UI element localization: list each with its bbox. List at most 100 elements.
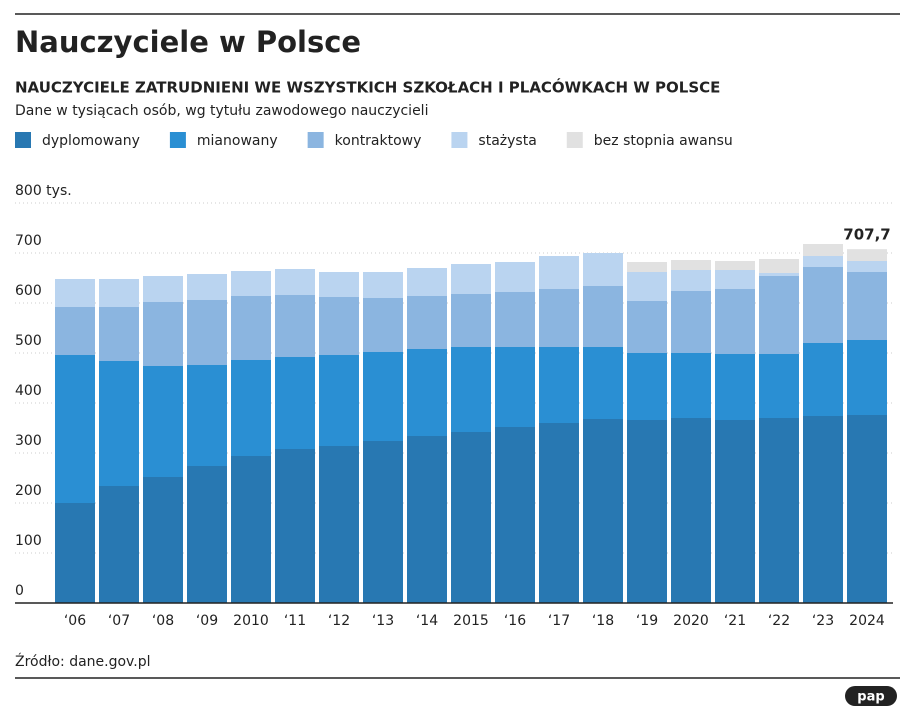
bar-segment: [803, 244, 843, 256]
bar-segment: [187, 300, 227, 365]
bar-segment: [803, 343, 843, 416]
bar-segment: [407, 349, 447, 436]
legend-swatch: [566, 132, 583, 148]
bar-segment: [671, 418, 711, 603]
bar-segment: [143, 276, 183, 302]
bar-segment: [847, 340, 887, 415]
x-tick-label: ‘22: [768, 613, 790, 629]
bar-segment: [143, 477, 183, 603]
x-tick-label: ‘18: [592, 613, 614, 629]
bar-segment: [363, 298, 403, 352]
x-tick-label: ‘16: [504, 613, 526, 629]
bar-segment: [759, 418, 799, 603]
logo: pap: [857, 690, 884, 705]
x-tick-label: ‘23: [812, 613, 834, 629]
y-tick-label: 400: [15, 383, 42, 399]
bar-segment: [231, 456, 271, 603]
bar-segment: [715, 354, 755, 420]
bar-segment: [627, 301, 667, 353]
bar-segment: [715, 420, 755, 603]
bar-segment: [671, 260, 711, 270]
bar-segment: [407, 296, 447, 349]
bar-segment: [55, 503, 95, 603]
bar-segment: [495, 427, 535, 603]
bar-segment: [671, 270, 711, 291]
y-tick-label: 0: [15, 583, 24, 599]
x-tick-label: 2010: [233, 613, 269, 629]
bar-segment: [451, 294, 491, 347]
legend-label: dyplomowany: [42, 133, 140, 149]
y-tick-label: 500: [15, 333, 42, 349]
bar-segment: [583, 419, 623, 603]
bar-segment: [231, 271, 271, 296]
x-tick-label: ‘13: [372, 613, 394, 629]
y-tick-label: 200: [15, 483, 42, 499]
bar-segment: [275, 269, 315, 295]
x-tick-label: ‘11: [284, 613, 306, 629]
bar-segment: [55, 355, 95, 503]
bar-segment: [847, 415, 887, 603]
chart-title: Nauczyciele w Polsce: [15, 25, 361, 59]
y-tick-label: 100: [15, 533, 42, 549]
bar-segment: [495, 347, 535, 427]
x-tick-label: ‘12: [328, 613, 350, 629]
bar-segment: [759, 354, 799, 418]
x-tick-label: ‘09: [196, 613, 218, 629]
bar-segment: [539, 289, 579, 347]
bar-segment: [847, 261, 887, 272]
bar-segment: [759, 259, 799, 273]
bar-segment: [143, 366, 183, 477]
bar-segment: [803, 416, 843, 603]
source: Źródło: dane.gov.pl: [15, 652, 150, 670]
bar-segment: [627, 272, 667, 301]
bar-segment: [671, 291, 711, 353]
bar-segment: [407, 268, 447, 296]
bar-segment: [55, 307, 95, 355]
x-tick-label: ‘06: [64, 613, 86, 629]
bar-segment: [275, 449, 315, 603]
legend-swatch: [169, 132, 186, 148]
bar-segment: [847, 272, 887, 340]
bar-segment: [363, 272, 403, 298]
bar-segment: [231, 296, 271, 360]
bar-segment: [539, 256, 579, 289]
y-tick-label: 300: [15, 433, 42, 449]
bar-segment: [495, 292, 535, 347]
bar-segment: [187, 365, 227, 466]
bar-segment: [715, 270, 755, 289]
bar-segment: [99, 307, 139, 361]
bar-segment: [715, 261, 755, 270]
bar-segment: [627, 262, 667, 272]
chart-description: Dane w tysiącach osób, wg tytułu zawodow…: [15, 103, 428, 119]
bar-segment: [143, 302, 183, 366]
x-tick-label: 2020: [673, 613, 709, 629]
bar-segment: [583, 286, 623, 347]
bar-segment: [627, 353, 667, 420]
x-tick-label: 2015: [453, 613, 489, 629]
bar-segment: [451, 264, 491, 294]
bar-segment: [539, 423, 579, 603]
legend-label: bez stopnia awansu: [594, 133, 733, 149]
bar-segment: [451, 432, 491, 603]
legend-label: stażysta: [478, 133, 536, 149]
bar-segment: [275, 357, 315, 449]
legend-swatch: [451, 132, 468, 148]
x-tick-label: ‘07: [108, 613, 130, 629]
bar-segment: [187, 466, 227, 603]
bar-segment: [319, 272, 359, 297]
total-label: 707,7: [843, 226, 890, 244]
x-tick-label: ‘08: [152, 613, 174, 629]
bar-segment: [99, 361, 139, 486]
bar-segment: [99, 486, 139, 603]
y-tick-label: 700: [15, 233, 42, 249]
bar-segment: [99, 279, 139, 307]
bar-segment: [759, 276, 799, 354]
bar-segment: [451, 347, 491, 432]
bar-segment: [363, 441, 403, 603]
bar-segment: [671, 353, 711, 418]
bar-segment: [847, 249, 887, 261]
legend-label: kontraktowy: [335, 133, 422, 149]
bar-segment: [319, 355, 359, 446]
x-tick-label: ‘21: [724, 613, 746, 629]
